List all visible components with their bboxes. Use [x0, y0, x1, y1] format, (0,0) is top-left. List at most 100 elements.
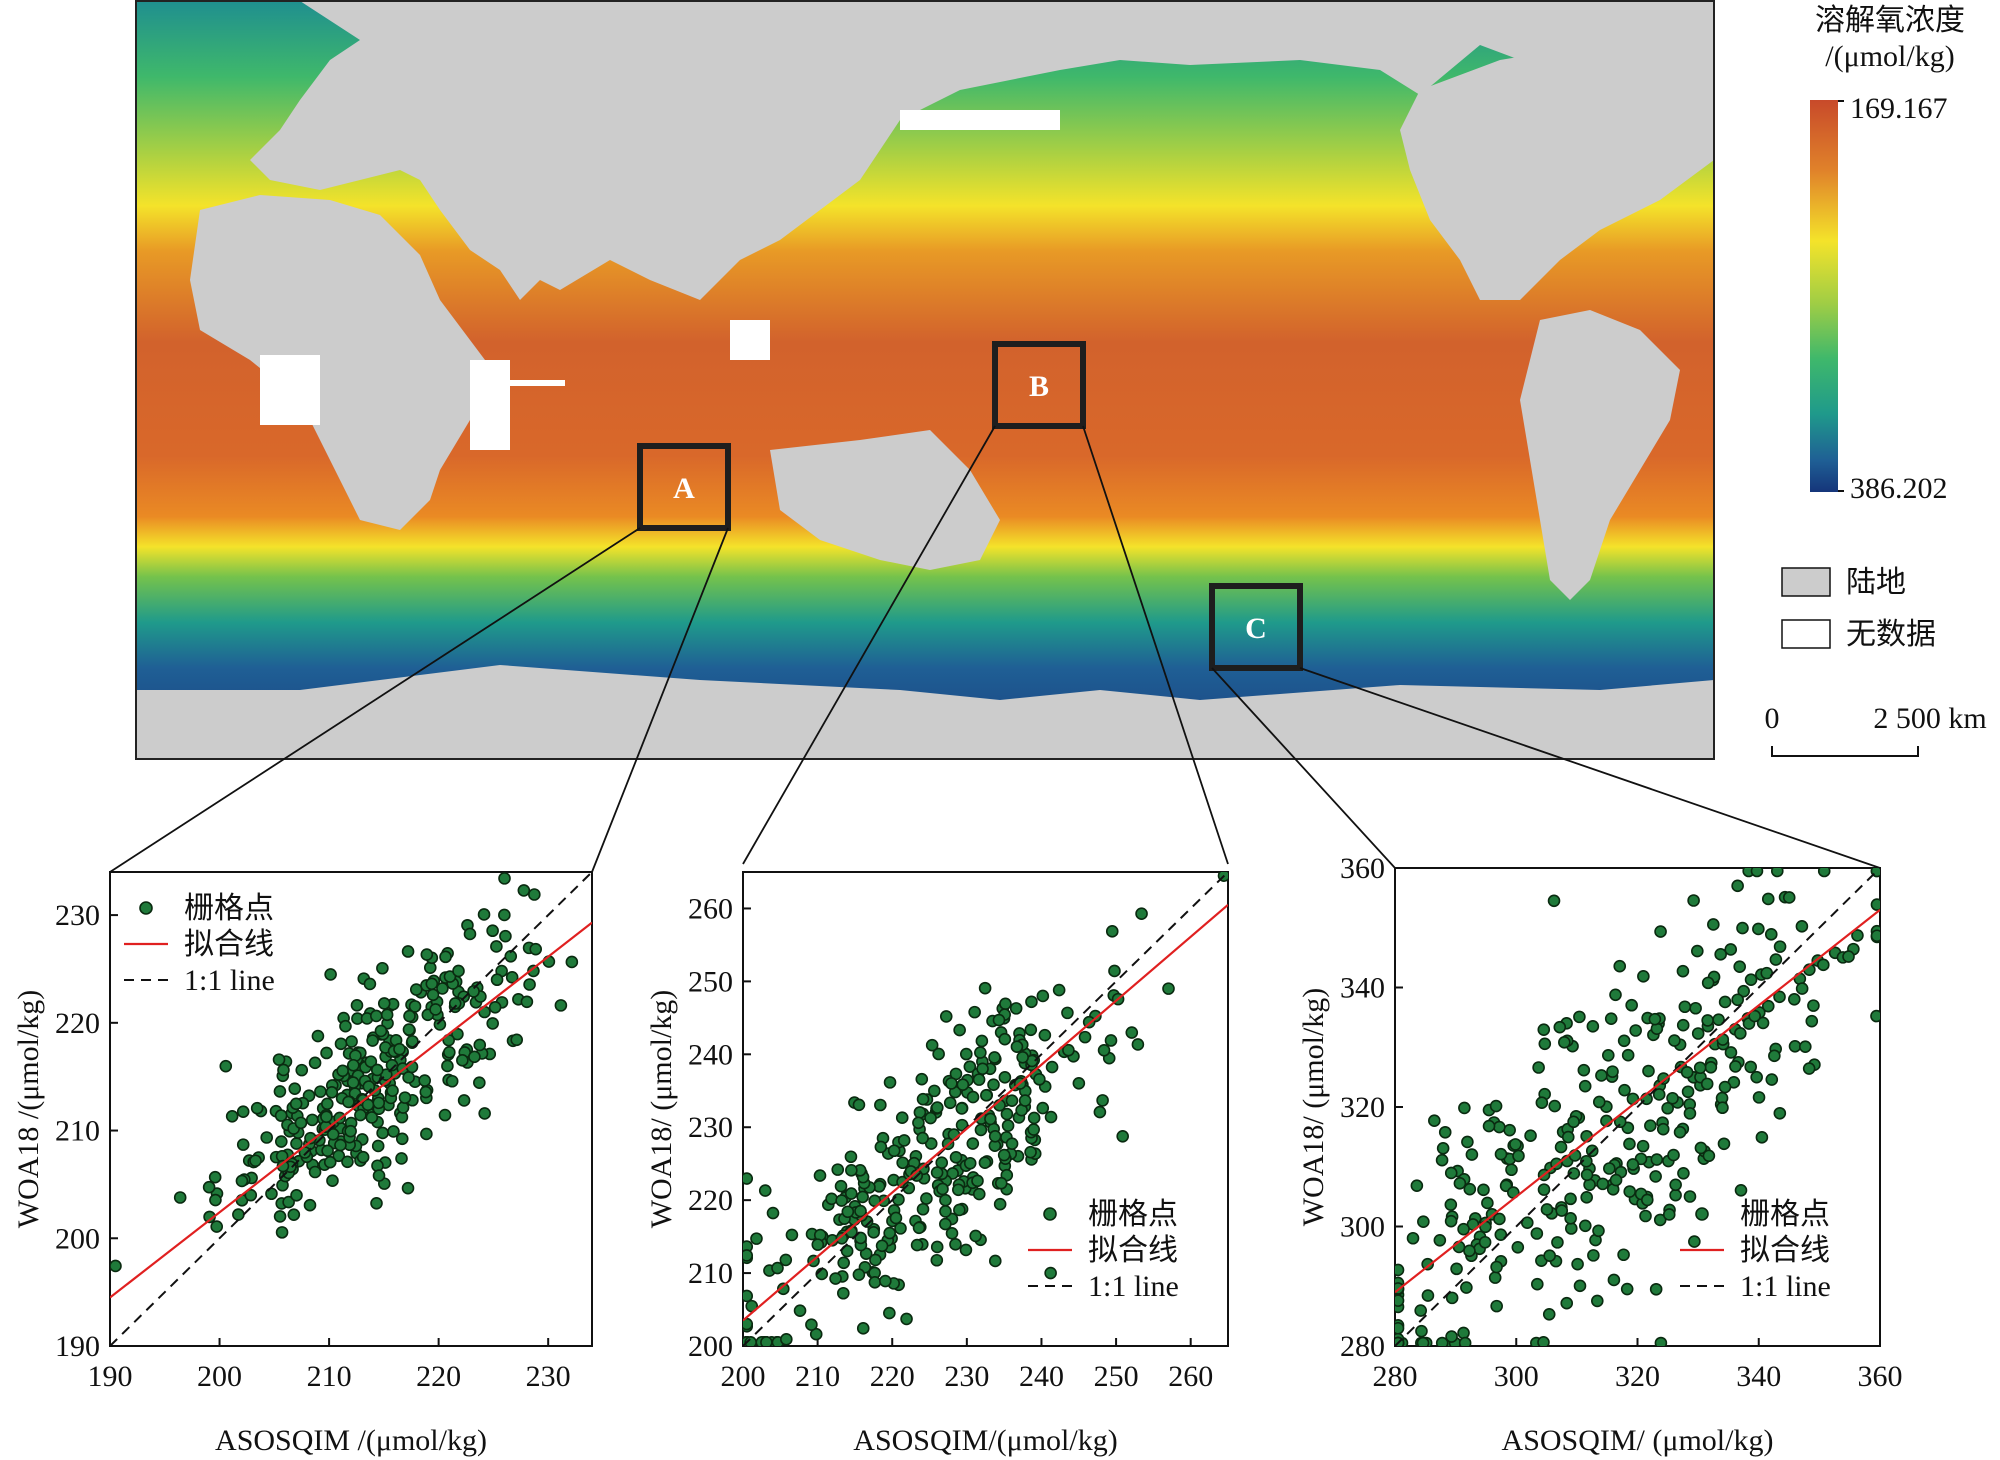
scatter-point [1024, 1023, 1038, 1037]
scatter-point [1625, 998, 1638, 1012]
scatter-point [1509, 1138, 1522, 1151]
scatter-point [825, 1192, 838, 1206]
scatter-point [1571, 1257, 1584, 1271]
world-map: A B C [109, 0, 1881, 873]
scatter-point [1688, 1235, 1701, 1248]
scatter-point [1531, 1277, 1544, 1291]
legend-points-label: 栅格点 [184, 892, 274, 925]
x-tick-label: 240 [1019, 1360, 1064, 1393]
scatter-point [975, 1034, 989, 1048]
scatter-point [395, 1152, 408, 1165]
scatter-point [829, 1272, 842, 1285]
scatter-point [443, 970, 457, 983]
connector-lines [109, 425, 1881, 873]
scatter-point [1653, 1213, 1667, 1227]
scatter-point [1415, 1324, 1428, 1338]
scatter-point [1669, 1178, 1682, 1192]
scale-bar-end: 2 500 km [1873, 702, 1986, 735]
scatter-point [311, 1029, 325, 1043]
scatter-point [837, 1286, 850, 1300]
scatter-point [1045, 1060, 1059, 1074]
scatter-point [1488, 1271, 1502, 1284]
scatter-point [1537, 1023, 1551, 1036]
scatter-point [1668, 1034, 1681, 1047]
scatter-point [1000, 1107, 1014, 1121]
scatter-point [208, 1170, 222, 1184]
scatter-point [1417, 1215, 1430, 1229]
scatter-point [984, 1112, 997, 1126]
scatter-point [1162, 982, 1175, 995]
scatter-point [1097, 1043, 1111, 1057]
scatter-point [1461, 1135, 1474, 1149]
scatter-point [892, 1193, 905, 1206]
y-axis-label: WOA18 /(μmol/kg) [12, 990, 45, 1229]
region-box-a: A [637, 443, 731, 531]
x-tick-label: 220 [416, 1360, 461, 1393]
scatter-point [811, 1238, 825, 1251]
scatter-point [1554, 1140, 1568, 1154]
scatter-point [1656, 1122, 1670, 1136]
scatter-point [1555, 1204, 1569, 1217]
scatter-point [1395, 1294, 1405, 1307]
scatter-point [980, 1089, 993, 1102]
scatter-point [1795, 982, 1809, 995]
scatter-point [395, 1132, 409, 1146]
scatter-point [209, 1193, 222, 1207]
scatter-point [743, 1289, 754, 1303]
scatter-point [429, 1003, 442, 1016]
x-tick-label: 250 [1094, 1360, 1139, 1393]
scatter-point [275, 1135, 288, 1148]
scatter-point [441, 1059, 454, 1073]
scatter-point [1773, 990, 1786, 1004]
x-tick-label: 210 [307, 1360, 352, 1393]
scatter-point [110, 1259, 122, 1273]
scatter-point [1737, 984, 1750, 998]
scatter-point [374, 1024, 388, 1038]
y-tick-label: 320 [1340, 1091, 1385, 1124]
scatter-point [1580, 1191, 1593, 1204]
scatter-point [1734, 1183, 1748, 1197]
y-tick-label: 240 [688, 1038, 733, 1071]
scatter-point [250, 1101, 264, 1115]
scatter-point [1395, 1263, 1405, 1277]
scatter-point [945, 1226, 959, 1240]
scatter-point [1438, 1125, 1452, 1139]
plot-frame [109, 871, 593, 1347]
scatter-point [1731, 993, 1744, 1007]
map-legend: 溶解氧浓度 /(μmol/kg) 169.167 386.202 陆地 无数据 [1781, 4, 1965, 651]
scatter-point [1618, 1083, 1631, 1097]
scatter-point [1580, 1168, 1594, 1182]
scatter-point [869, 1253, 882, 1267]
scatter-point [520, 995, 534, 1009]
scatter-point [1662, 1208, 1676, 1221]
plot-area [1395, 868, 1880, 1346]
scatter-point [930, 1240, 944, 1254]
scatter-point [744, 1336, 757, 1346]
scatter-point [376, 961, 389, 975]
scatter-point [1493, 1120, 1506, 1134]
scatter-point [779, 1253, 793, 1267]
scatter-point [1617, 1034, 1631, 1048]
scatter-point [887, 1144, 901, 1158]
scatter-point [398, 1091, 412, 1104]
plot-frame [742, 871, 1229, 1347]
scatter-point [1716, 1101, 1729, 1115]
scatter-point [1505, 1163, 1518, 1177]
scatter-point [439, 950, 452, 964]
scatter-point [1435, 1153, 1449, 1167]
scatter-point [1024, 1145, 1037, 1159]
scatter-point [1799, 1040, 1812, 1053]
scatter-point [1693, 1061, 1707, 1075]
scatter-point [1817, 958, 1830, 972]
scatter-point [1870, 929, 1880, 943]
scatter-point [1052, 983, 1066, 997]
scatter-point [916, 1202, 930, 1216]
scatter-point [1714, 948, 1727, 961]
scatter-point [244, 1188, 258, 1202]
scatter-point [978, 1156, 992, 1169]
scatter-point [1773, 1106, 1787, 1120]
scatter-point [1752, 1091, 1766, 1104]
scatter-point [1125, 1026, 1139, 1039]
scatter-point [320, 1110, 333, 1124]
scatter-point [1592, 1095, 1606, 1109]
